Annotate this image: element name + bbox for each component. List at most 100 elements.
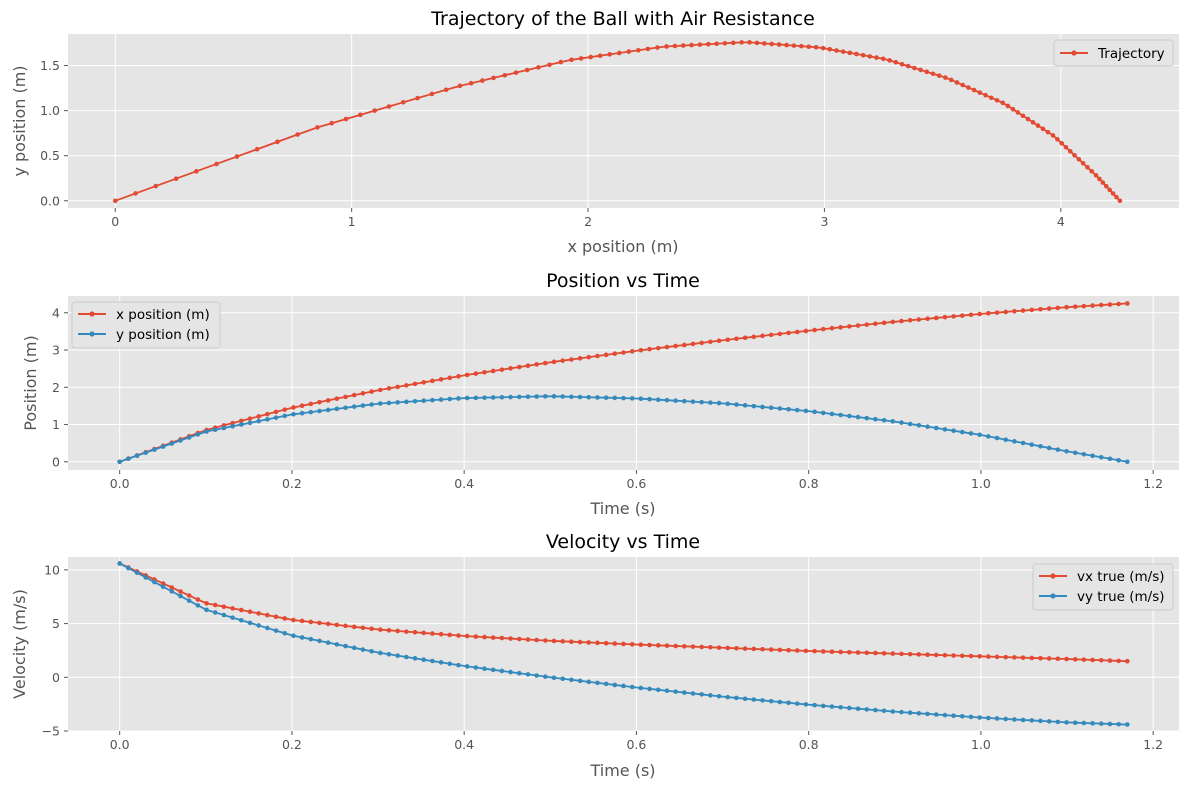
velocity-point-vy-true-m-s <box>204 607 209 613</box>
trajectory-point-trajectory <box>315 125 320 130</box>
position-point-y-position-m <box>951 428 956 434</box>
velocity-point-vx-true-m-s <box>490 635 496 640</box>
position-y-tick-label: 3 <box>52 343 60 358</box>
trajectory-point-trajectory <box>813 44 819 50</box>
velocity-point-vx-true-m-s <box>178 589 183 594</box>
position-point-y-position-m <box>768 405 774 411</box>
position-point-y-position-m <box>586 394 592 400</box>
trajectory-point-trajectory <box>854 51 859 57</box>
position-point-x-position-m <box>933 315 939 321</box>
velocity-point-vy-true-m-s <box>977 715 982 720</box>
velocity-point-vy-true-m-s <box>1055 719 1061 725</box>
velocity-point-vy-true-m-s <box>117 561 122 566</box>
velocity-point-vy-true-m-s <box>1072 720 1078 725</box>
velocity-point-vx-true-m-s <box>1029 655 1035 661</box>
trajectory-point-trajectory <box>372 108 377 113</box>
velocity-point-vy-true-m-s <box>959 714 965 719</box>
position-point-y-position-m <box>986 434 991 439</box>
position-point-y-position-m <box>595 395 600 400</box>
position-point-y-position-m <box>1081 451 1087 457</box>
trajectory-point-trajectory <box>834 48 839 53</box>
position-point-y-position-m <box>855 414 861 420</box>
trajectory-point-trajectory <box>840 49 846 54</box>
velocity-point-vx-true-m-s <box>708 645 713 650</box>
position-point-y-position-m <box>1029 442 1035 447</box>
trajectory-point-trajectory <box>1005 103 1011 109</box>
velocity-point-vx-true-m-s <box>456 633 461 638</box>
velocity-point-vy-true-m-s <box>134 570 140 576</box>
position-point-x-position-m <box>334 396 340 401</box>
velocity-point-vx-true-m-s <box>343 623 348 629</box>
position-x-tick-label: 0.0 <box>110 476 130 491</box>
velocity-point-vy-true-m-s <box>499 668 505 674</box>
position-point-x-position-m <box>569 357 574 362</box>
trajectory-point-trajectory <box>784 42 789 48</box>
position-point-y-position-m <box>204 429 209 434</box>
trajectory-x-tick-label: 2 <box>584 214 592 229</box>
position-point-y-position-m <box>1020 440 1026 446</box>
position-point-y-position-m <box>438 397 444 402</box>
trajectory-point-trajectory <box>1020 113 1026 119</box>
position-point-x-position-m <box>725 337 731 343</box>
velocity-point-vx-true-m-s <box>464 633 470 639</box>
trajectory-point-trajectory <box>1050 133 1056 138</box>
trajectory-point-trajectory <box>912 65 917 71</box>
velocity-point-vx-true-m-s <box>386 628 392 633</box>
trajectory-point-trajectory <box>1093 173 1099 178</box>
velocity-point-vx-true-m-s <box>1055 656 1061 662</box>
trajectory-point-trajectory <box>1063 145 1069 150</box>
position-point-y-position-m <box>682 398 687 404</box>
position-title: Position vs Time <box>546 270 700 292</box>
position-point-y-position-m <box>925 424 930 429</box>
velocity-point-vy-true-m-s <box>1064 720 1069 725</box>
position-point-x-position-m <box>282 407 288 412</box>
position-point-y-position-m <box>1107 456 1113 462</box>
velocity-point-vy-true-m-s <box>456 662 461 668</box>
velocity-point-vy-true-m-s <box>534 673 539 678</box>
velocity-point-vx-true-m-s <box>873 650 878 656</box>
position-point-x-position-m <box>1003 309 1009 315</box>
trajectory-point-trajectory <box>480 78 485 83</box>
velocity-point-vy-true-m-s <box>386 651 392 657</box>
position-point-y-position-m <box>569 394 574 400</box>
trajectory-point-trajectory <box>1085 165 1090 170</box>
trajectory-point-trajectory <box>1110 191 1116 196</box>
position-point-x-position-m <box>673 343 678 349</box>
velocity-point-vy-true-m-s <box>777 699 783 705</box>
trajectory-point-trajectory <box>722 40 728 46</box>
position-point-y-position-m <box>812 409 817 415</box>
velocity-y-axis-label: Velocity (m/s) <box>10 589 29 699</box>
trajectory-point-trajectory <box>588 54 593 60</box>
position-point-y-position-m <box>351 404 357 409</box>
trajectory-point-trajectory <box>977 90 983 95</box>
velocity-point-vx-true-m-s <box>221 604 227 609</box>
velocity-point-vx-true-m-s <box>186 593 192 598</box>
trajectory-point-trajectory <box>133 191 138 196</box>
trajectory-point-trajectory <box>295 132 300 137</box>
position-point-x-position-m <box>1107 302 1113 307</box>
position-point-y-position-m <box>369 402 374 407</box>
trajectory-point-trajectory <box>173 176 179 181</box>
trajectory-point-trajectory <box>905 63 911 69</box>
legend-marker-x-position <box>89 311 95 317</box>
trajectory-point-trajectory <box>1117 198 1123 204</box>
position-point-y-position-m <box>134 453 140 459</box>
trajectory-point-trajectory <box>924 69 930 75</box>
trajectory-point-trajectory <box>491 75 496 81</box>
position-point-y-position-m <box>968 431 974 436</box>
velocity-y-tick-labels: −5 0 5 10 <box>42 562 68 739</box>
velocity-point-vy-true-m-s <box>1107 721 1113 727</box>
trajectory-x-tick-label: 0 <box>111 214 119 229</box>
velocity-point-vx-true-m-s <box>1012 655 1017 660</box>
trajectory-point-trajectory <box>983 92 988 98</box>
velocity-y-tick-label: 5 <box>52 616 60 631</box>
position-y-tick-label: 4 <box>52 305 60 320</box>
velocity-point-vx-true-m-s <box>855 650 861 655</box>
position-point-x-position-m <box>360 391 366 396</box>
position-point-x-position-m <box>690 341 696 347</box>
position-point-y-position-m <box>534 394 539 399</box>
velocity-point-vy-true-m-s <box>916 711 922 716</box>
position-point-x-position-m <box>1098 302 1104 308</box>
position-point-x-position-m <box>560 358 565 363</box>
position-point-y-position-m <box>377 401 383 406</box>
